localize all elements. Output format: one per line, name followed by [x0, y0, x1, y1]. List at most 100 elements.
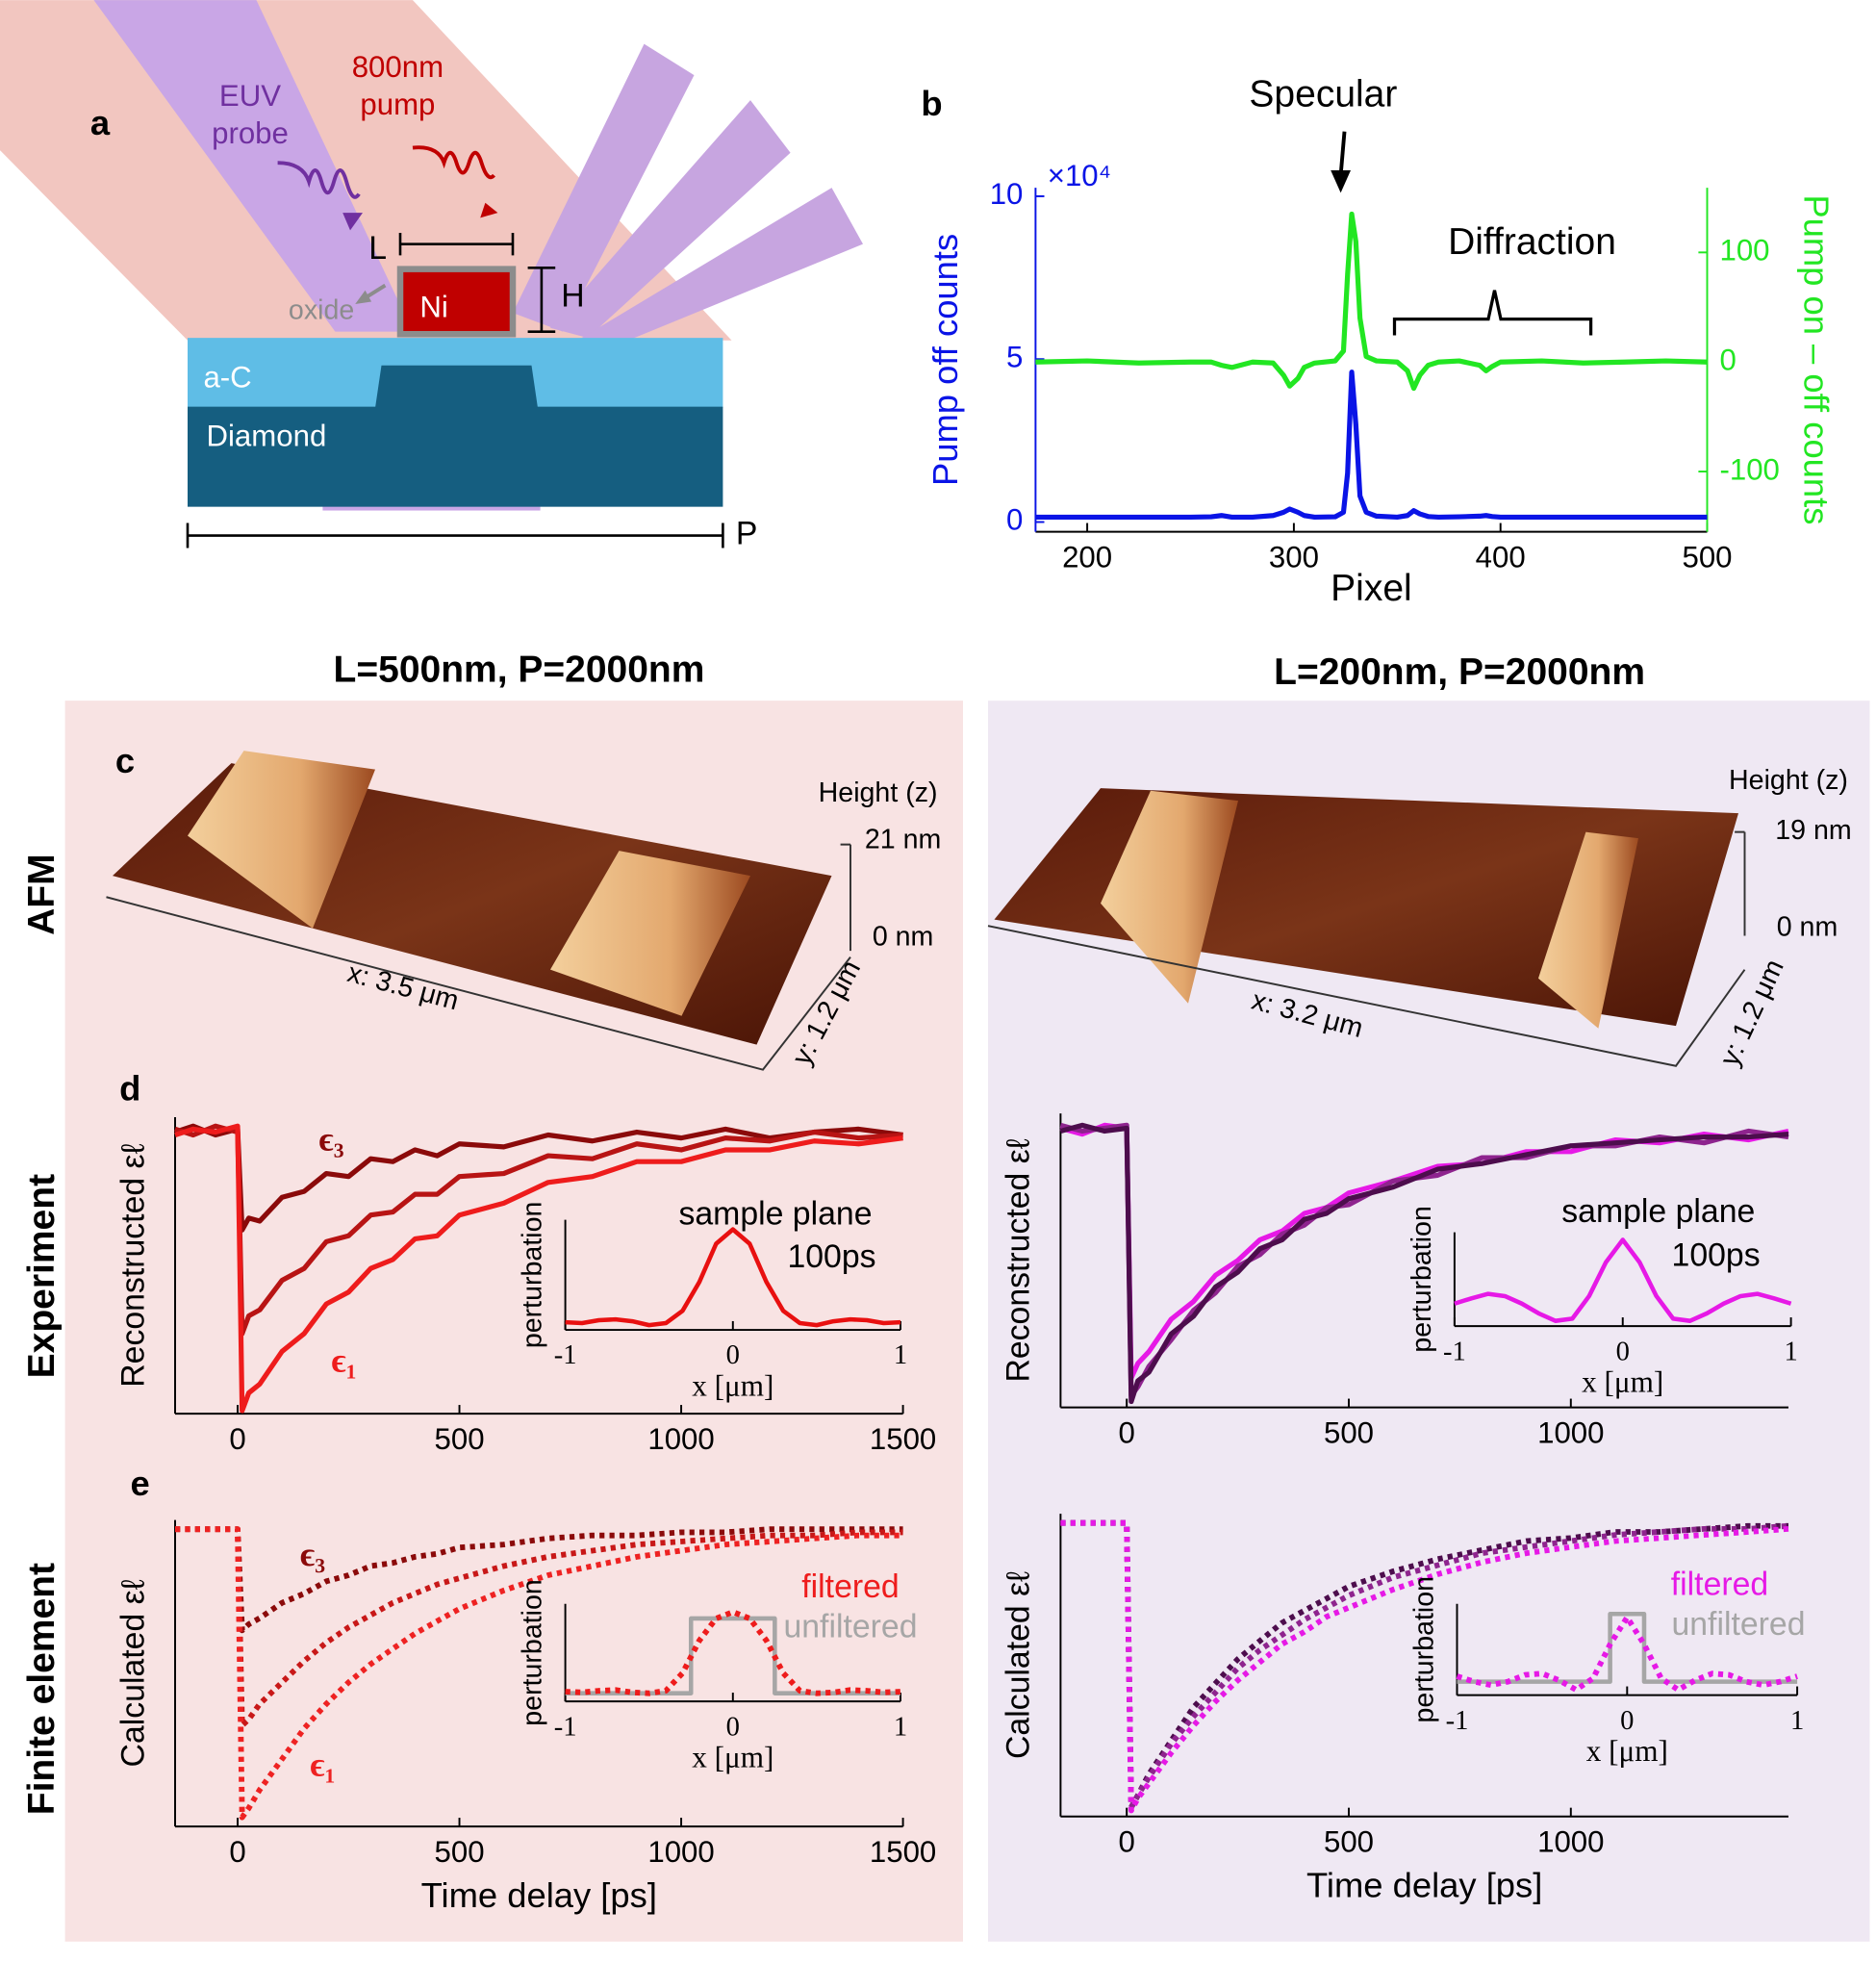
oxide-label: oxide	[289, 294, 354, 325]
annotation: Diffraction	[1448, 221, 1616, 263]
x-tick-label: 500	[1682, 540, 1732, 574]
series-line	[1456, 1614, 1798, 1693]
diffraction-bracket	[1392, 290, 1593, 336]
series-line	[565, 1227, 901, 1328]
x-tick-label: 200	[1062, 540, 1112, 574]
y-label: Calculated εℓ	[1001, 1571, 1037, 1759]
series-line	[565, 1609, 901, 1696]
y-label: Reconstructed εℓ	[114, 1143, 151, 1387]
panel-label: b	[921, 84, 942, 123]
ac-label: a-C	[203, 360, 251, 394]
pump-label: pump	[360, 88, 435, 121]
diamond-label: Diamond	[206, 419, 326, 452]
y-tick-label: 5	[1006, 340, 1023, 373]
x-tick-label: 0	[726, 1712, 740, 1742]
x-tick-label: 0	[229, 1422, 245, 1456]
ni-label: Ni	[419, 290, 447, 323]
x-tick-label: 1000	[1537, 1825, 1604, 1859]
series-line	[174, 1123, 903, 1233]
afm-ridge	[550, 851, 750, 1016]
series-line	[175, 1526, 903, 1821]
x-tick-label: 1000	[1537, 1415, 1604, 1449]
oxide-arrowhead	[355, 290, 372, 305]
y-tick-label: 100	[1719, 234, 1769, 268]
y-label: perturbation	[1409, 1576, 1440, 1723]
x-label: Time delay [ps]	[1306, 1865, 1542, 1904]
series-line	[1059, 1122, 1789, 1405]
x-tick-label: 0	[1616, 1337, 1630, 1366]
x-tick-label: 0	[1119, 1415, 1135, 1449]
probe-label: probe	[212, 116, 289, 150]
series-line	[1457, 1612, 1798, 1684]
x-tick-label: 1500	[870, 1835, 936, 1869]
afm-axes	[106, 843, 851, 1071]
x-tick-label: 500	[435, 1422, 485, 1456]
x-label: x [μm]	[1582, 1364, 1663, 1398]
afm-zmin: 0 nm	[1777, 911, 1838, 942]
afm-ridge	[1101, 790, 1238, 1004]
series-line	[175, 1526, 903, 1729]
x-label: x [μm]	[692, 1368, 773, 1402]
diamond-layer	[188, 406, 723, 507]
series-label: ϵ₃	[318, 1119, 343, 1158]
afm-height-label: Height (z)	[1729, 765, 1848, 796]
x-tick-label: 0	[726, 1340, 740, 1370]
x-tick-label: 1000	[647, 1835, 714, 1869]
x-tick-label: 300	[1269, 540, 1319, 574]
y-tick-label: 0	[1719, 343, 1736, 376]
annotation: Specular	[1249, 74, 1397, 115]
x-tick-label: 1	[1784, 1337, 1797, 1366]
ni-block	[396, 266, 517, 338]
series-line	[1035, 211, 1708, 392]
annotation: sample plane	[1561, 1193, 1755, 1230]
panel-label: d	[119, 1068, 140, 1108]
x-label: Pixel	[1331, 568, 1412, 609]
oxide-arrow	[364, 283, 387, 300]
probe-arrowhead	[342, 213, 363, 231]
row-label: Finite element	[21, 1563, 63, 1815]
pump-wave	[412, 145, 495, 180]
y-tick-label: 0	[1006, 503, 1023, 537]
series-label: ϵ₃	[300, 1535, 325, 1573]
afm-height-label: Height (z)	[819, 778, 938, 808]
h-label: H	[561, 277, 584, 314]
probe-label: EUV	[219, 79, 281, 113]
y2-label: Pump on – off counts	[1796, 194, 1836, 524]
specular-arrow	[1338, 131, 1347, 176]
probe-beam	[93, 0, 413, 332]
y-label: perturbation	[1407, 1206, 1437, 1353]
x-tick-label: 1500	[870, 1422, 936, 1456]
specular-arrowhead	[1331, 169, 1351, 193]
x-tick-label: 500	[1324, 1825, 1374, 1859]
row-label: Experiment	[21, 1174, 63, 1378]
series-label: ϵ₁	[331, 1340, 356, 1379]
x-label: Time delay [ps]	[421, 1875, 657, 1915]
y-tick-label: 10	[990, 177, 1024, 211]
x-tick-label: 0	[1620, 1706, 1634, 1736]
pump-label: 800nm	[352, 50, 444, 84]
annotation: sample plane	[678, 1196, 872, 1233]
x-tick-label: 0	[229, 1835, 245, 1869]
h-bar	[527, 267, 556, 333]
x-tick-label: -1	[1443, 1337, 1466, 1366]
diffracted-beam	[581, 188, 863, 344]
x-tick-label: 1	[1790, 1706, 1804, 1736]
series-label: ϵ₁	[310, 1745, 335, 1783]
panel-label: e	[130, 1464, 149, 1503]
diffracted-beam	[550, 100, 791, 339]
x-tick-label: 1	[894, 1712, 907, 1742]
afm-ridge	[1538, 831, 1638, 1029]
l-label: L	[368, 230, 387, 267]
annotation: 100ps	[1672, 1237, 1761, 1274]
y-label: perturbation	[518, 1579, 548, 1726]
panel-label: c	[115, 741, 135, 780]
annotation: 100ps	[787, 1238, 875, 1275]
diamond-ridge	[375, 365, 538, 408]
series-line	[1060, 1519, 1789, 1814]
series-label: filtered	[801, 1568, 899, 1605]
x-tick-label: -1	[1446, 1706, 1469, 1736]
series-line	[174, 1123, 903, 1414]
x-label: x [μm]	[692, 1740, 773, 1773]
x-tick-label: -1	[554, 1712, 577, 1742]
